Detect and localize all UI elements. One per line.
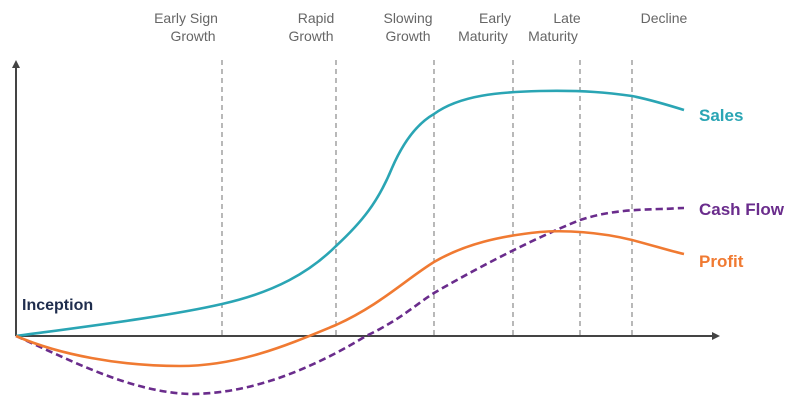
inception-label: Inception [22, 297, 93, 314]
stage-label-decline: Decline [641, 10, 688, 26]
stage-labels: Early Sign Growth Rapid Growth Slowing G… [154, 10, 687, 44]
stage-label-early-maturity: Maturity [458, 28, 508, 44]
stage-label-late-maturity: Late [553, 10, 580, 26]
stage-label-rapid-growth: Rapid [298, 10, 335, 26]
sales-curve [15, 89, 685, 338]
axes [12, 60, 720, 340]
sales-label: Sales [699, 106, 743, 125]
stage-label-early-maturity: Early [479, 10, 511, 26]
stage-dividers [221, 60, 633, 336]
stage-label-rapid-growth: Growth [288, 28, 333, 44]
stage-label-slowing-growth: Growth [385, 28, 430, 44]
profit-label: Profit [699, 252, 744, 271]
stage-label-late-maturity: Maturity [528, 28, 578, 44]
cash-flow-curve [15, 206, 685, 396]
stage-label-early-sign-growth: Growth [170, 28, 215, 44]
profit-curve [15, 229, 685, 368]
stage-label-early-sign-growth: Early Sign [154, 10, 218, 26]
cash-flow-label: Cash Flow [699, 200, 785, 219]
stage-label-slowing-growth: Slowing [383, 10, 432, 26]
